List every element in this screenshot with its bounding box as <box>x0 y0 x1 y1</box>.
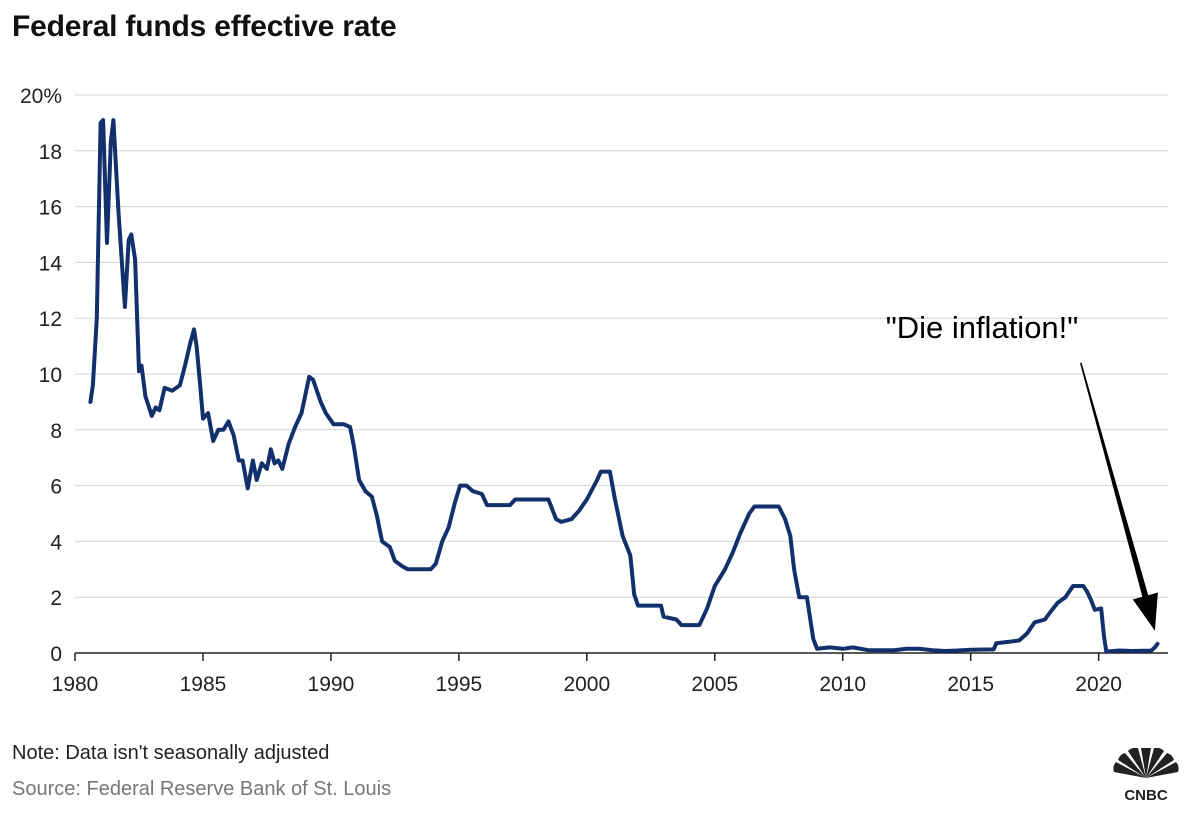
cnbc-logo: CNBC <box>1113 748 1179 804</box>
x-tick-label: 1980 <box>52 673 99 696</box>
y-tick-label: 6 <box>50 476 62 499</box>
y-tick-label: 8 <box>50 420 62 443</box>
y-tick-label: 10 <box>39 364 62 387</box>
x-tick-label: 1995 <box>436 673 483 696</box>
x-tick-label: 2020 <box>1075 673 1122 696</box>
x-tick-label: 2015 <box>947 673 994 696</box>
x-axis: 1980 1985 1990 1995 2000 2005 2010 2015 2020 <box>52 652 1168 696</box>
y-tick-label: 18 <box>39 141 62 164</box>
y-tick-label: 16 <box>39 197 62 220</box>
chart-note: Note: Data isn't seasonally adjusted <box>12 742 330 764</box>
y-axis-tick-labels: 0 2 4 6 8 10 12 14 16 18 20% <box>20 85 62 666</box>
y-tick-label: 12 <box>39 308 62 331</box>
x-tick-label: 2010 <box>819 673 866 696</box>
annotation-layer: "Die inflation!" <box>886 310 1158 631</box>
cnbc-logo-text: CNBC <box>1124 787 1167 804</box>
x-tick-label: 2005 <box>691 673 738 696</box>
chart-title: Federal funds effective rate <box>12 10 397 43</box>
y-tick-label: 0 <box>50 643 62 666</box>
grid-lines <box>75 94 1168 598</box>
series-layer <box>88 118 1160 654</box>
y-tick-label: 2 <box>50 587 62 610</box>
chart-source: Source: Federal Reserve Bank of St. Loui… <box>12 778 392 800</box>
peacock-icon <box>1113 748 1179 778</box>
x-tick-label: 1990 <box>308 673 355 696</box>
y-tick-label: 14 <box>39 252 63 275</box>
series-line <box>88 118 1160 654</box>
x-tick-label: 1985 <box>180 673 227 696</box>
y-tick-label: 20% <box>20 85 62 108</box>
annotation-arrow <box>1080 362 1158 631</box>
annotation-label: "Die inflation!" <box>886 310 1079 345</box>
x-tick-label: 2000 <box>563 673 610 696</box>
y-tick-label: 4 <box>50 531 62 554</box>
